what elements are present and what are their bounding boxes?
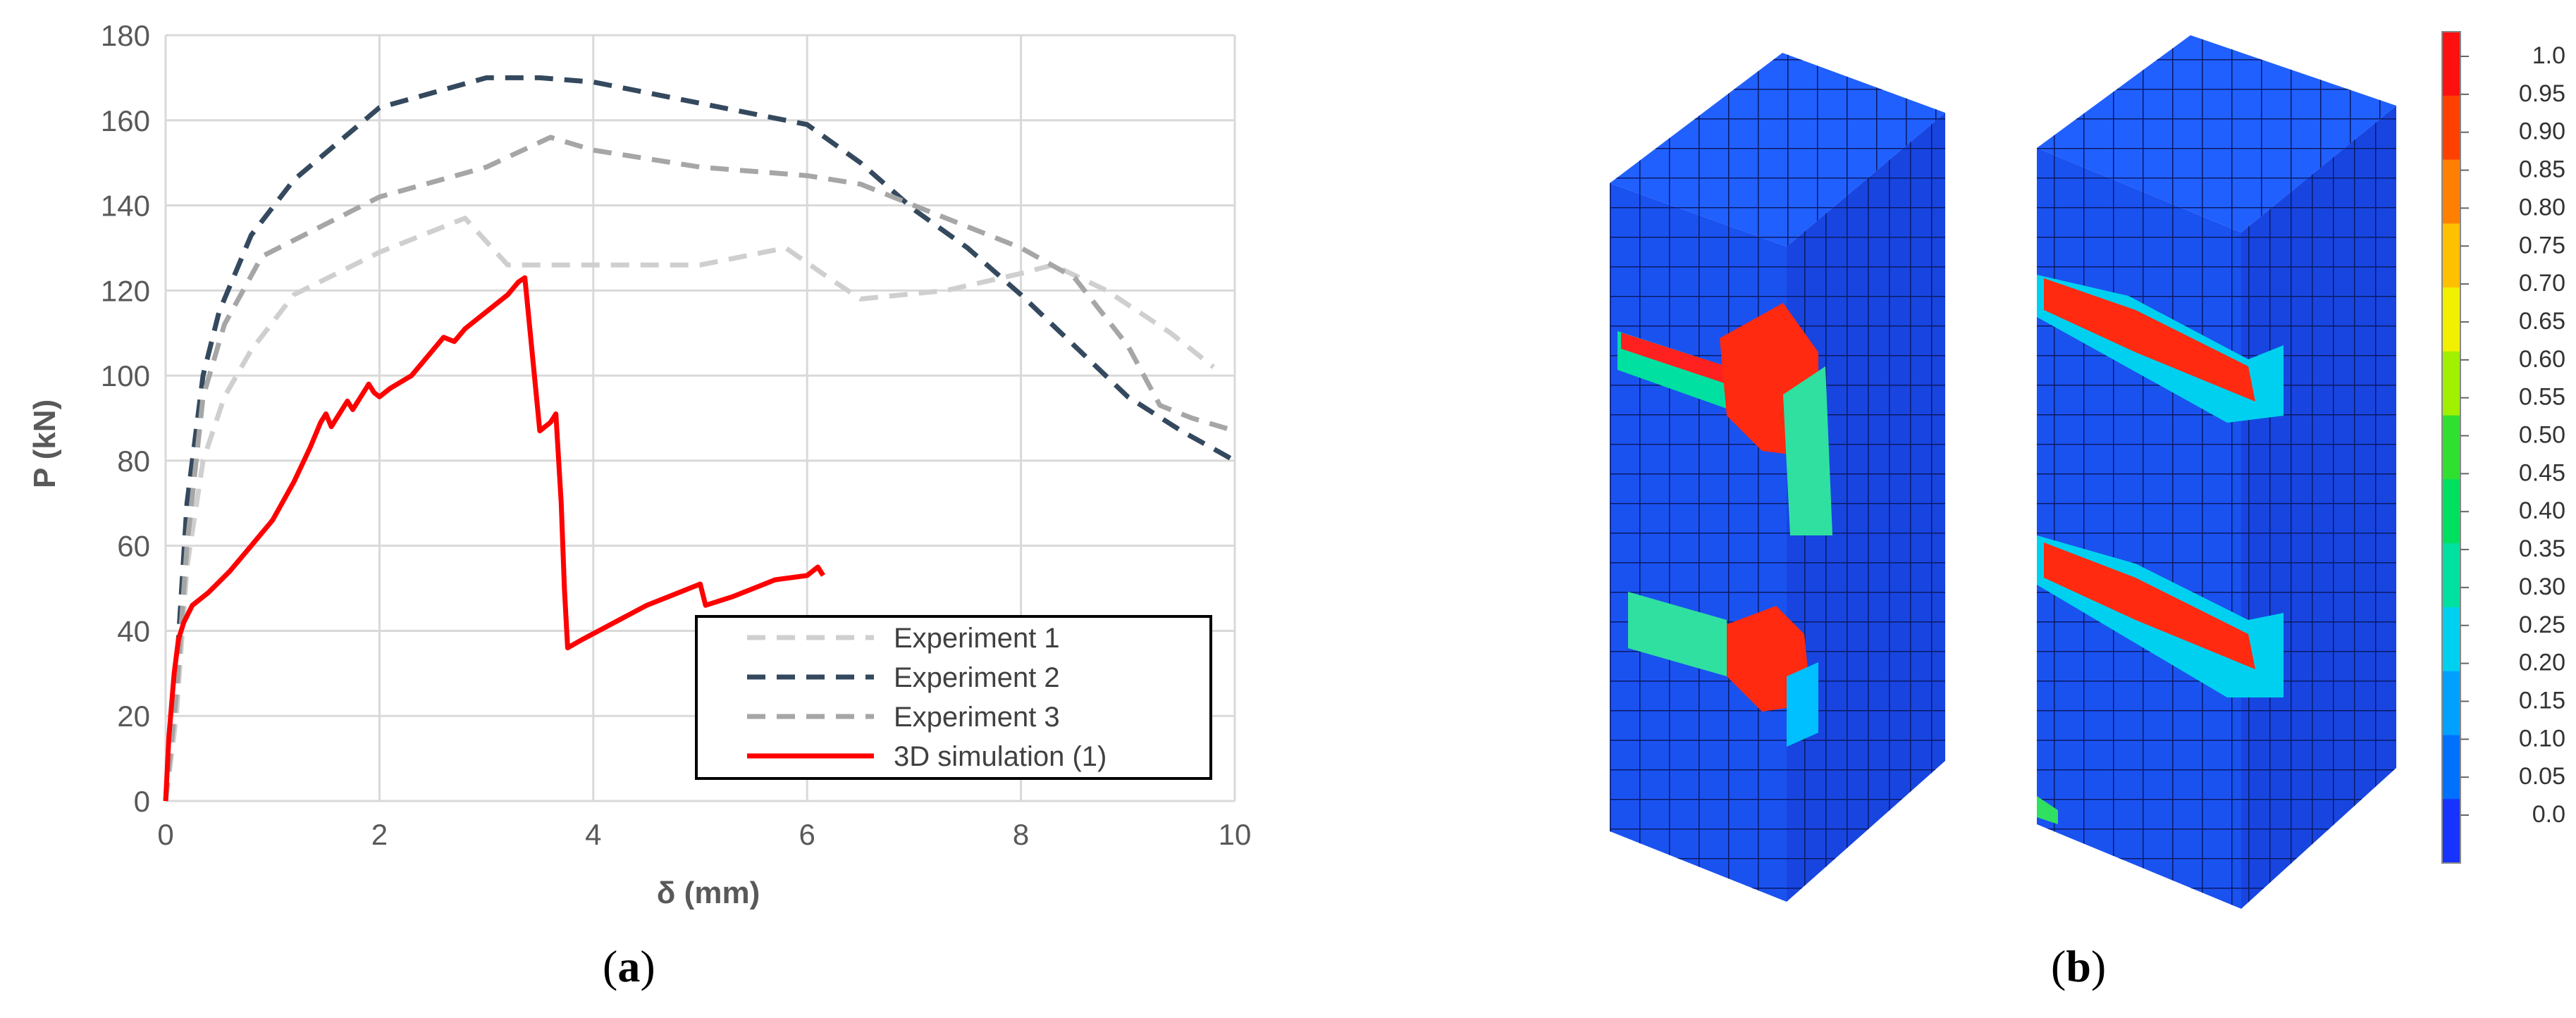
legend-label: Experiment 1 [894,623,1060,654]
colorbar-tick-label: 0.70 [2519,270,2565,297]
colorbar-tick-label: 0.05 [2519,763,2565,790]
caption-a-label: a [617,941,641,991]
left-block [1610,53,1945,902]
colorbar-tick-label: 0.35 [2519,535,2565,562]
colorbar-tick-label: 0.45 [2519,459,2565,486]
legend-label: Experiment 3 [894,702,1060,733]
y-axis-label: P (kN) [27,399,62,488]
y-tick-label: 160 [101,104,150,137]
y-tick-label: 140 [101,190,150,223]
x-tick-label: 0 [157,818,173,851]
colorbar-tick-label: 0.90 [2519,118,2565,145]
y-tick-label: 0 [134,785,150,818]
colorbar-segment [2442,287,2460,352]
colorbar-segment [2442,32,2460,97]
y-tick-label: 60 [117,530,150,563]
y-tick-label: 40 [117,614,150,647]
colorbar-segment [2442,95,2460,161]
series-lines [163,75,1236,802]
colorbar-tick-label: 0.15 [2519,687,2565,714]
y-tick-label: 80 [117,445,150,478]
x-tick-label: 6 [799,818,815,851]
x-axis-label: δ (mm) [657,876,760,910]
panel-a: 0 20 40 60 80 100 120 140 160 180 0 2 4 6 8 10 δ (mm) P… [0,0,1269,1014]
caption-b-label: b [2066,941,2091,991]
colorbar-tick-label: 0.75 [2519,232,2565,259]
colorbar-tick-label: 0.30 [2519,573,2565,600]
x-tick-label: 10 [1219,818,1252,851]
colorbar-segment [2442,479,2460,545]
colorbar-tick-label: 0.10 [2519,725,2565,752]
panel-b: 1.0 0.95 0.90 0.85 0.80 0.75 0.70 0.65 0.60 0.55 0… [1551,0,2576,1014]
y-tick-label: 100 [101,359,150,392]
colorbar-segment [2442,671,2460,736]
colorbar-segment [2442,607,2460,672]
caption-b: (b) [2051,941,2107,991]
damage-contour-figure: 1.0 0.95 0.90 0.85 0.80 0.75 0.70 0.65 0.60 0.55 0… [1610,31,2565,909]
colorbar-segment [2442,159,2460,225]
colorbar-tick-label: 0.0 [2532,801,2565,828]
colorbar-segment [2442,735,2460,800]
colorbar-segment [2442,223,2460,289]
legend: Experiment 1 Experiment 2 Experiment 3 3D s… [695,615,1212,780]
colorbar-segment [2442,799,2460,864]
series-line-3 [163,135,1236,802]
legend-label: 3D simulation (1) [894,741,1107,772]
colorbar-segment [2442,543,2460,608]
colorbar-tick-label: 0.65 [2519,308,2565,335]
x-tick-label: 2 [371,818,388,851]
colorbar-frame [2441,31,2461,864]
colorbar-tick-label: 0.80 [2519,194,2565,221]
colorbar-segment [2442,351,2460,416]
y-tick-label: 120 [101,274,150,307]
tick-labels: 0 20 40 60 80 100 120 140 160 180 0 2 4 6 8 10 [101,19,1251,851]
colorbar-tick-label: 1.0 [2532,42,2565,69]
colorbar-tick-label: 0.40 [2519,497,2565,524]
colorbar-tick-label: 0.25 [2519,612,2565,638]
x-tick-label: 4 [585,818,601,851]
series-line-4 [163,275,825,802]
series-line-1 [163,216,1215,802]
colorbar-tick-label: 0.50 [2519,422,2565,449]
load-displacement-chart: 0 20 40 60 80 100 120 140 160 180 0 2 4 6 8 10 δ (mm) P… [27,19,1251,910]
legend-box [695,615,1212,780]
right-block [2037,35,2396,909]
colorbar-tick-label: 0.55 [2519,384,2565,411]
x-tick-label: 8 [1013,818,1029,851]
series-line-2 [163,75,1236,802]
colorbar-segment [2442,415,2460,480]
colorbar-tick-label: 0.20 [2519,650,2565,676]
colorbar [2441,31,2461,864]
colorbar-tick-label: 0.85 [2519,156,2565,183]
y-tick-label: 180 [101,19,150,52]
colorbar-tick-label: 0.95 [2519,80,2565,107]
legend-label: Experiment 2 [894,662,1060,693]
y-tick-label: 20 [117,700,150,733]
caption-a: (a) [603,941,655,991]
colorbar-tick-label: 0.60 [2519,346,2565,373]
colorbar-tick-labels: 1.0 0.95 0.90 0.85 0.80 0.75 0.70 0.65 0.60 0.55 0… [2460,42,2565,828]
